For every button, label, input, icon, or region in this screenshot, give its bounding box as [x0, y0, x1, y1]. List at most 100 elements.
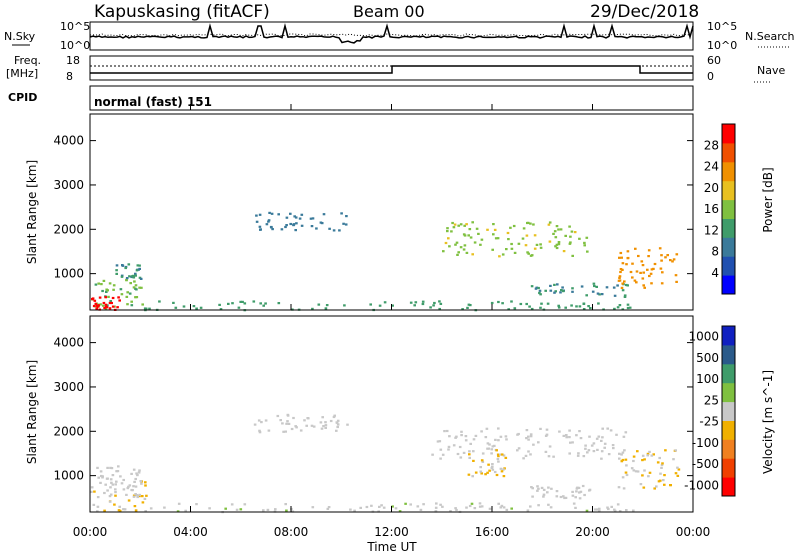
data-cell [439, 457, 442, 460]
data-cell [115, 264, 119, 267]
data-cell [128, 484, 132, 487]
data-cell [621, 289, 625, 292]
data-cell [507, 238, 510, 241]
data-cell [262, 304, 265, 307]
x-tick-label: 20:00 [575, 525, 610, 539]
data-cell [474, 434, 478, 437]
data-cell [497, 502, 500, 505]
data-cell [522, 227, 526, 230]
data-cell [98, 296, 102, 299]
data-cell [554, 245, 557, 248]
data-cell [419, 508, 423, 511]
data-cell [457, 251, 460, 254]
data-cell [540, 302, 543, 305]
data-cell [540, 486, 544, 489]
data-cell [259, 228, 262, 231]
data-cell [621, 268, 624, 271]
data-cell [624, 431, 628, 434]
data-cell [258, 225, 262, 228]
data-cell [635, 281, 638, 284]
data-cell [328, 227, 331, 230]
data-cell [629, 270, 633, 274]
colorbar-tick-label: -100 [692, 436, 719, 450]
data-cell [267, 219, 271, 222]
data-cell [292, 416, 295, 420]
data-cell [335, 429, 338, 432]
data-cell [409, 503, 412, 506]
data-cell [227, 302, 230, 305]
data-cell [103, 306, 106, 309]
data-cell [96, 496, 100, 499]
data-cell [547, 223, 551, 226]
x-tick-label: 08:00 [274, 525, 309, 539]
data-cell [106, 466, 109, 469]
data-cell [583, 244, 586, 247]
data-cell [394, 507, 398, 510]
data-cell [431, 453, 434, 456]
data-cell [365, 505, 369, 509]
colorbar-tick-label: 4 [711, 266, 719, 280]
data-cell [549, 506, 553, 509]
data-cell [110, 301, 113, 305]
data-cell [458, 445, 462, 449]
data-cell [446, 227, 449, 230]
freq-label: Freq. [14, 54, 41, 67]
data-cell [639, 483, 643, 486]
data-cell [109, 300, 112, 303]
data-cell [528, 305, 531, 308]
data-cell [555, 225, 559, 228]
data-cell [588, 489, 591, 492]
data-cell [336, 425, 339, 429]
colorbar-tick-label: 8 [711, 245, 719, 259]
data-cell [270, 212, 274, 215]
data-cell [448, 245, 451, 248]
data-cell [591, 290, 595, 293]
data-cell [101, 289, 104, 293]
colorbar-tick-label: 28 [704, 138, 719, 152]
data-cell [121, 264, 124, 267]
data-cell [327, 506, 331, 509]
data-cell [553, 230, 557, 233]
data-cell [525, 234, 529, 237]
data-cell [601, 436, 604, 439]
data-cell [469, 236, 473, 239]
data-cell [135, 472, 138, 475]
data-cell [600, 439, 603, 442]
data-cell [398, 510, 402, 513]
data-cell [615, 433, 618, 436]
data-cell [143, 307, 147, 310]
data-cell [564, 306, 567, 309]
data-cell [117, 296, 120, 299]
data-cell [317, 303, 321, 306]
data-cell [571, 290, 574, 293]
data-cell [574, 496, 577, 499]
data-cell [459, 246, 463, 249]
data-cell [138, 286, 141, 289]
data-cell [182, 305, 186, 308]
colorbar-tick-label: -500 [692, 457, 719, 471]
data-cell [125, 279, 128, 282]
data-cell [335, 421, 339, 424]
data-cell [641, 474, 644, 477]
y-tick-label: 2000 [53, 424, 84, 438]
data-cell [449, 510, 452, 513]
data-cell [413, 304, 416, 307]
data-cell [286, 420, 289, 423]
freq-unit-label: [MHz] [6, 67, 38, 80]
data-cell [91, 297, 95, 300]
data-cell [478, 505, 482, 508]
data-cell [526, 221, 529, 225]
data-cell [650, 454, 654, 457]
data-cell [99, 481, 102, 484]
data-cell [441, 453, 445, 456]
colorbar-segment [722, 401, 735, 421]
data-cell [99, 303, 102, 306]
data-cell [611, 444, 615, 447]
data-cell [575, 490, 578, 493]
data-cell [491, 468, 495, 471]
data-cell [544, 289, 547, 292]
data-cell [655, 485, 658, 488]
data-cell [125, 277, 129, 280]
data-cell [490, 301, 494, 305]
data-cell [624, 471, 628, 474]
